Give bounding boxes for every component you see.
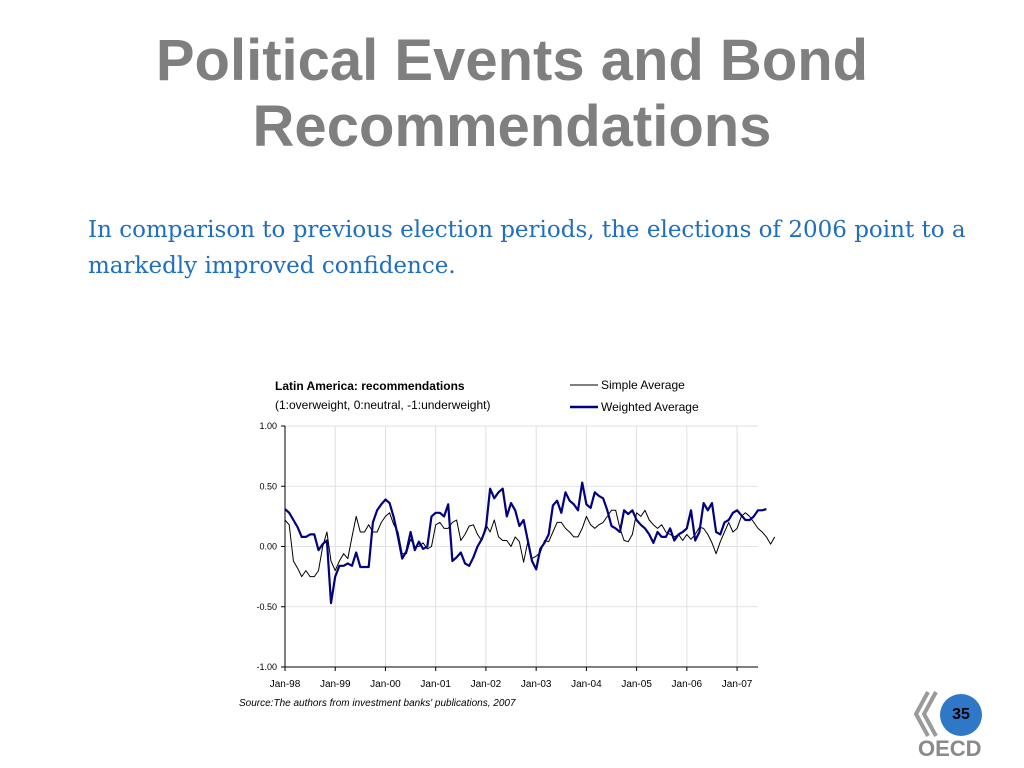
chart-gridlines [284, 425, 758, 668]
legend-label: Simple Average [601, 378, 685, 392]
x-tick-label: Jan-02 [471, 679, 502, 690]
x-tick-label: Jan-99 [320, 679, 351, 690]
y-tick-label: 0.00 [259, 542, 277, 552]
oecd-chevron-icon-2 [921, 691, 938, 737]
legend-label: Weighted Average [601, 400, 699, 414]
slide-title: Political Events and Bond Recommendation… [0, 28, 1024, 160]
x-tick-label: Jan-07 [722, 679, 753, 690]
intro-text: In comparison to previous election perio… [88, 217, 966, 279]
y-tick-label: 0.50 [259, 481, 277, 491]
y-tick-label: -1.00 [256, 662, 277, 672]
x-tick-label: Jan-01 [420, 679, 451, 690]
x-tick-label: Jan-03 [521, 679, 552, 690]
x-tick-label: Jan-04 [571, 679, 602, 690]
chart-title: Latin America: recommendations [275, 379, 465, 393]
series-line-weighted-average [284, 481, 767, 605]
oecd-chevron-icon [914, 691, 930, 737]
x-tick-label: Jan-05 [621, 679, 652, 690]
chart-legend: Simple Average Weighted Average [570, 378, 699, 414]
x-tick-label: Jan-06 [672, 679, 703, 690]
x-tick-label: Jan-98 [270, 679, 301, 690]
chart-source: Source:The authors from investment banks… [239, 698, 516, 709]
oecd-logo-text: OECD [918, 736, 982, 760]
page-number-badge: 35 [940, 694, 982, 736]
slide-title-line-2: Recommendations [252, 94, 772, 159]
y-tick-label: -0.50 [256, 602, 277, 612]
recommendations-line-chart: Latin America: recommendations (1:overwe… [239, 378, 776, 709]
y-tick-label: 1.00 [259, 421, 277, 431]
x-tick-label: Jan-00 [370, 679, 401, 690]
oecd-logo: OECD [914, 691, 982, 760]
chart-axes: 1.00 0.50 0.00 -0.50 -1.00 Jan-98 Jan-99 Jan-00… [256, 421, 758, 690]
chart-series [284, 481, 776, 605]
chart-subtitle: (1:overweight, 0:neutral, -1:underweight… [275, 398, 490, 412]
slide-title-line-1: Political Events and Bond [155, 28, 869, 93]
